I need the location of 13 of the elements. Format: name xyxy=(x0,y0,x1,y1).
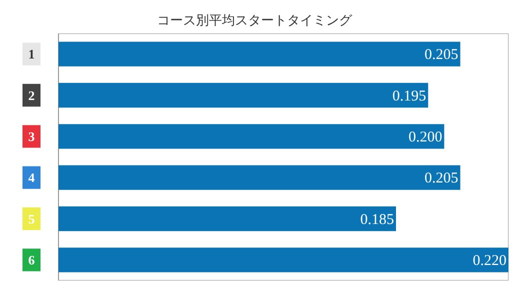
y-tick-label: 6 xyxy=(28,252,36,268)
y-tick-label: 5 xyxy=(28,211,36,226)
y-tick-label: 1 xyxy=(28,46,35,62)
data-label: 0.195 xyxy=(392,88,426,104)
y-tick-label: 2 xyxy=(28,88,35,103)
data-label: 0.185 xyxy=(360,212,394,228)
chart-title: コース別平均スタートタイミング xyxy=(157,14,353,28)
data-label: 0.205 xyxy=(424,47,458,64)
data-label: 0.220 xyxy=(472,252,506,269)
y-tick-label: 3 xyxy=(28,128,36,144)
y-tick-label: 4 xyxy=(28,170,36,186)
data-label: 0.200 xyxy=(408,129,442,146)
data-label: 0.205 xyxy=(424,170,458,187)
